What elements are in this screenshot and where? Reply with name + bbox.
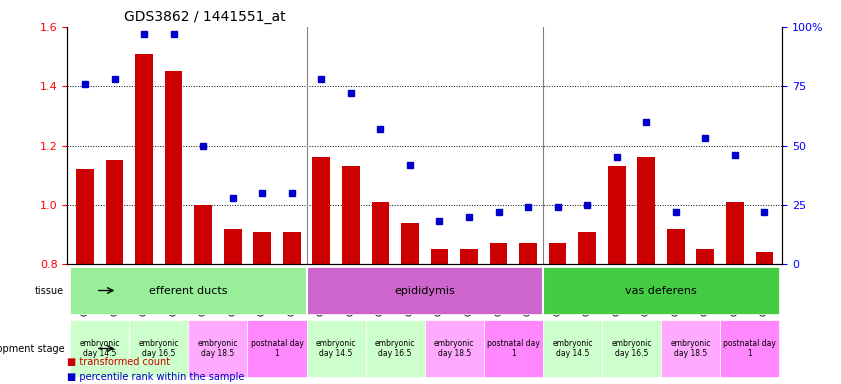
- Text: embryonic
day 18.5: embryonic day 18.5: [670, 339, 711, 358]
- Bar: [579, 232, 596, 384]
- Bar: [106, 161, 124, 384]
- FancyBboxPatch shape: [484, 320, 542, 377]
- Bar: [637, 157, 655, 384]
- FancyBboxPatch shape: [366, 320, 425, 377]
- FancyBboxPatch shape: [425, 320, 484, 377]
- FancyBboxPatch shape: [542, 320, 602, 377]
- Bar: [253, 232, 271, 384]
- Text: epididymis: epididymis: [394, 286, 455, 296]
- Bar: [401, 223, 419, 384]
- Bar: [696, 249, 714, 384]
- FancyBboxPatch shape: [130, 320, 188, 377]
- Text: tissue: tissue: [35, 286, 64, 296]
- Bar: [135, 54, 153, 384]
- Bar: [489, 243, 507, 384]
- Bar: [667, 228, 685, 384]
- Bar: [77, 169, 94, 384]
- Text: embryonic
day 14.5: embryonic day 14.5: [553, 339, 593, 358]
- Bar: [283, 232, 300, 384]
- Text: development stage: development stage: [0, 344, 64, 354]
- Text: embryonic
day 18.5: embryonic day 18.5: [434, 339, 474, 358]
- Text: embryonic
day 16.5: embryonic day 16.5: [139, 339, 179, 358]
- Bar: [165, 71, 182, 384]
- Text: postnatal day
1: postnatal day 1: [723, 339, 776, 358]
- Text: ■ percentile rank within the sample: ■ percentile rank within the sample: [67, 372, 245, 382]
- Bar: [224, 228, 241, 384]
- Bar: [342, 166, 360, 384]
- Bar: [608, 166, 626, 384]
- FancyBboxPatch shape: [71, 267, 307, 314]
- Text: postnatal day
1: postnatal day 1: [487, 339, 540, 358]
- Bar: [519, 243, 537, 384]
- FancyBboxPatch shape: [307, 267, 542, 314]
- FancyBboxPatch shape: [247, 320, 307, 377]
- Text: embryonic
day 14.5: embryonic day 14.5: [316, 339, 357, 358]
- Bar: [755, 252, 773, 384]
- Text: embryonic
day 16.5: embryonic day 16.5: [611, 339, 652, 358]
- FancyBboxPatch shape: [602, 320, 661, 377]
- FancyBboxPatch shape: [720, 320, 779, 377]
- Text: postnatal day
1: postnatal day 1: [251, 339, 304, 358]
- FancyBboxPatch shape: [71, 320, 130, 377]
- Bar: [313, 157, 331, 384]
- Bar: [726, 202, 743, 384]
- Bar: [431, 249, 448, 384]
- Bar: [460, 249, 478, 384]
- Text: embryonic
day 16.5: embryonic day 16.5: [375, 339, 415, 358]
- Bar: [194, 205, 212, 384]
- Text: GDS3862 / 1441551_at: GDS3862 / 1441551_at: [124, 10, 286, 25]
- Bar: [372, 202, 389, 384]
- Text: embryonic
day 14.5: embryonic day 14.5: [80, 339, 120, 358]
- Text: ■ transformed count: ■ transformed count: [67, 357, 171, 367]
- Text: embryonic
day 18.5: embryonic day 18.5: [198, 339, 238, 358]
- FancyBboxPatch shape: [188, 320, 247, 377]
- FancyBboxPatch shape: [542, 267, 779, 314]
- Text: efferent ducts: efferent ducts: [149, 286, 228, 296]
- Bar: [549, 243, 567, 384]
- FancyBboxPatch shape: [307, 320, 366, 377]
- Text: vas deferens: vas deferens: [625, 286, 697, 296]
- FancyBboxPatch shape: [661, 320, 720, 377]
